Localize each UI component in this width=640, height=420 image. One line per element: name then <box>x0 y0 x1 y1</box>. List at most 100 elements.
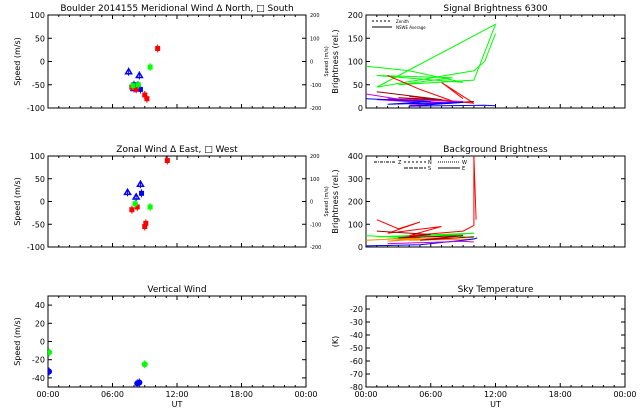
plot-area <box>123 156 170 231</box>
y-tick-label: -100 <box>27 104 45 113</box>
series-line <box>376 156 477 237</box>
y-tick-label: 300 <box>348 175 363 184</box>
x-tick-label: 00:00 <box>613 390 636 399</box>
plot-area <box>366 23 497 107</box>
y-tick-label: 200 <box>348 198 363 207</box>
series-line <box>366 98 496 107</box>
y-axis-label: Brightness (rel.) <box>331 169 340 233</box>
data-point-square <box>143 220 149 226</box>
legend-label: W <box>462 160 467 166</box>
data-point-triangle <box>136 179 145 187</box>
y-tick-label: 100 <box>348 58 363 67</box>
x-tick-label: 18:00 <box>230 390 253 399</box>
series-line <box>366 23 497 88</box>
y-tick-label: 0 <box>40 338 45 347</box>
x-tick-label: 12:00 <box>165 390 188 399</box>
y-axis-label-right: Speed (m/s) <box>324 186 330 216</box>
y-tick-label: -100 <box>27 243 45 252</box>
series-line <box>376 230 474 241</box>
data-point-triangle <box>124 67 133 75</box>
data-point-circle <box>141 361 148 368</box>
chart-background: Background Brightness 0 100 200 300 400 Bright… <box>331 145 626 252</box>
y-axis-label: Speed (m/s) <box>13 177 22 226</box>
y-tick-label-right: 0 <box>310 60 313 66</box>
legend-label: E <box>462 166 465 172</box>
y-tick-label: -80 <box>350 383 363 392</box>
chart-vertical: Vertical Wind -40 -20 0 20 40 Speed (m/s) 00:00… <box>13 285 318 409</box>
data-point-circle <box>48 368 53 375</box>
y-tick-label: 100 <box>30 11 45 20</box>
x-tick-label: 06:00 <box>101 390 124 399</box>
y-axis-label: (K) <box>331 336 340 348</box>
plot-frame <box>47 14 307 109</box>
series-line <box>387 240 474 245</box>
chart-title: Background Brightness <box>443 145 548 155</box>
y-tick-label: 200 <box>348 11 363 20</box>
x-tick-label: 00:00 <box>294 390 317 399</box>
data-point-square <box>147 204 153 210</box>
data-point-square <box>144 96 150 102</box>
y-tick-label-right: 200 <box>310 154 320 160</box>
x-axis-label: UT <box>490 400 501 409</box>
data-point-square <box>147 64 153 70</box>
data-point-circle <box>48 349 53 356</box>
series-line <box>366 237 478 247</box>
y-tick-label: -40 <box>32 374 45 383</box>
plot-frame <box>47 295 307 388</box>
y-axis-label-right: Speed (m/s) <box>324 46 330 76</box>
y-tick-label: 150 <box>348 34 363 43</box>
y-axis-label: Speed (m/s) <box>13 317 22 366</box>
y-tick-label: -50 <box>32 220 45 229</box>
y-tick-label: -50 <box>350 344 363 353</box>
plot-area <box>48 348 148 387</box>
data-point-square <box>139 190 145 196</box>
y-tick-label-right: -200 <box>310 245 321 251</box>
chart-skytemp: Sky Temperature -80 -70 -60 -50 -40 -30 -20 (K) 0… <box>331 285 637 409</box>
plot-frame <box>47 155 307 248</box>
y-tick-label-right: -100 <box>310 83 321 89</box>
plot-area <box>366 156 478 247</box>
y-tick-label: 0 <box>40 58 45 67</box>
x-tick-label: 06:00 <box>419 390 442 399</box>
series-line <box>387 75 475 104</box>
y-tick-label: -40 <box>350 331 363 340</box>
x-tick-label: 00:00 <box>36 390 59 399</box>
y-tick-label: 0 <box>40 198 45 207</box>
legend-label: Z <box>398 160 402 166</box>
legend-label: S <box>428 166 431 172</box>
y-tick-label: -30 <box>350 318 363 327</box>
y-tick-label: 50 <box>353 81 363 90</box>
data-point-square <box>155 45 161 51</box>
y-tick-label: 400 <box>348 152 363 161</box>
y-tick-label: 100 <box>348 220 363 229</box>
y-tick-label: -20 <box>350 305 363 314</box>
chart-signal: Signal Brightness 6300 0 50 100 150 200 Bright… <box>331 4 626 113</box>
data-point-circle <box>136 379 143 386</box>
legend-label: N <box>428 160 432 166</box>
chart-title: Signal Brightness 6300 <box>443 4 547 14</box>
chart-zonal: Zonal Wind Δ East, □ West -100 -50 0 50 100 -2… <box>13 145 330 252</box>
y-tick-label-right: -200 <box>310 106 321 112</box>
data-point-triangle <box>135 70 144 79</box>
data-point-square <box>129 207 135 213</box>
chart-title: Boulder 2014155 Meridional Wind Δ North,… <box>60 4 293 14</box>
y-tick-label: 40 <box>35 301 45 310</box>
y-tick-label: 50 <box>35 34 45 43</box>
plot-frame <box>365 295 626 388</box>
data-point-square <box>137 86 143 92</box>
chart-title: Vertical Wind <box>147 285 206 295</box>
y-axis-label: Speed (m/s) <box>13 37 22 86</box>
y-tick-label-right: 200 <box>310 13 320 19</box>
y-tick-label: 20 <box>35 319 45 328</box>
y-tick-label: 100 <box>30 152 45 161</box>
legend-label: Zenith <box>396 19 409 24</box>
x-tick-label: 12:00 <box>484 390 507 399</box>
y-tick-label-right: 100 <box>310 177 320 183</box>
y-tick-label: 50 <box>35 175 45 184</box>
legend-label: NSWE Average <box>396 25 426 30</box>
data-point-square <box>164 158 170 164</box>
data-point-triangle <box>123 187 132 196</box>
data-point-square <box>135 82 141 88</box>
data-point-triangle <box>131 192 141 200</box>
